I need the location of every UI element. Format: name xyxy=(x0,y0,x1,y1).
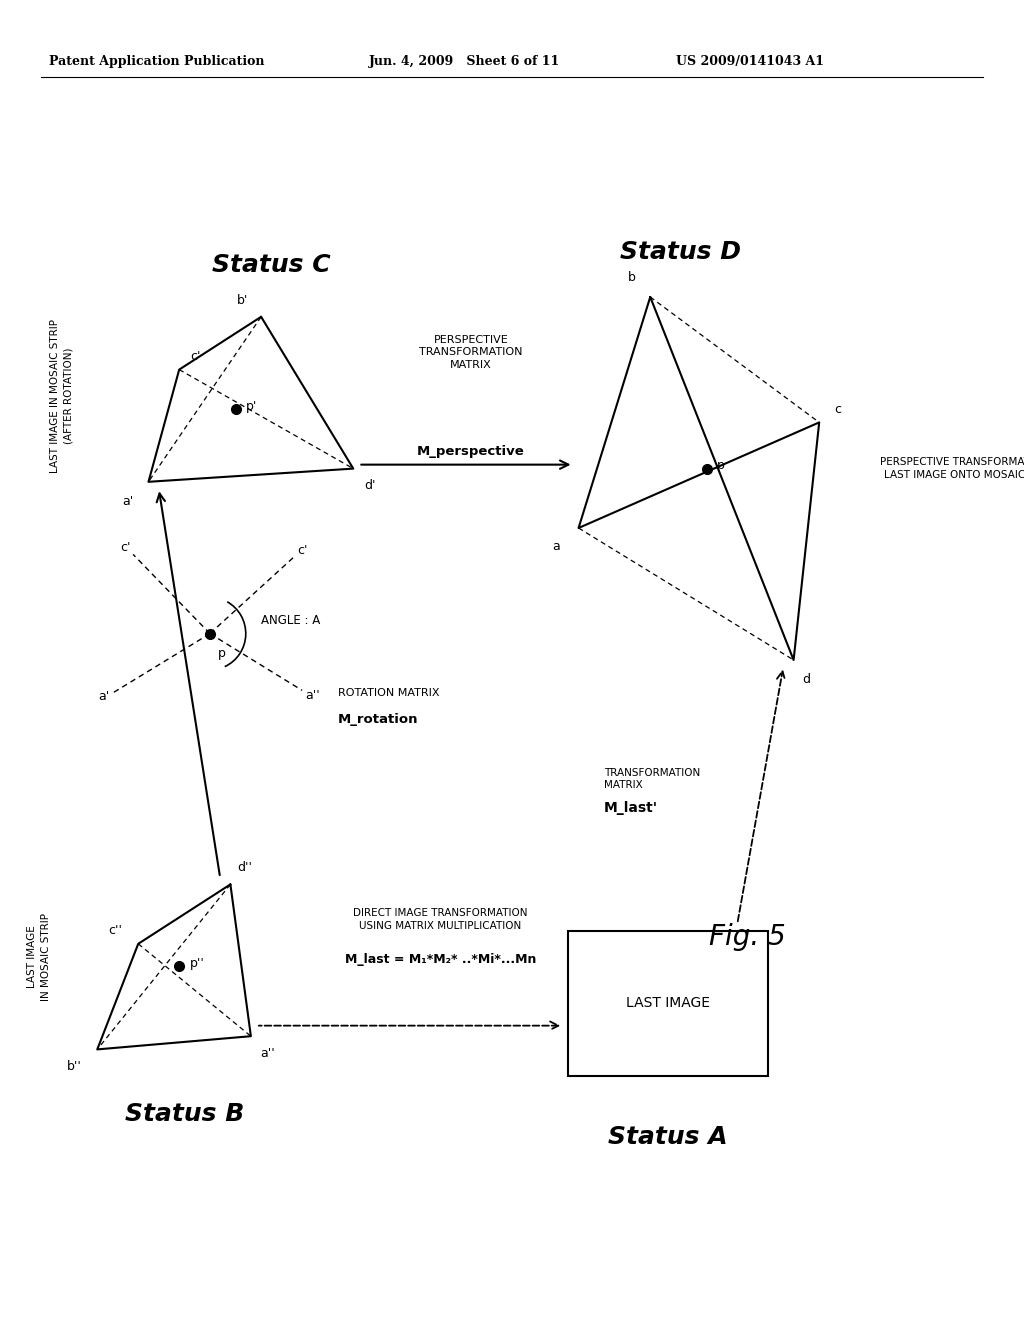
Text: TRANSFORMATION
MATRIX: TRANSFORMATION MATRIX xyxy=(604,768,700,789)
Text: Status B: Status B xyxy=(125,1102,244,1126)
Text: ROTATION MATRIX: ROTATION MATRIX xyxy=(338,688,439,698)
Text: Jun. 4, 2009   Sheet 6 of 11: Jun. 4, 2009 Sheet 6 of 11 xyxy=(369,55,560,69)
Text: p: p xyxy=(218,647,226,660)
Text: p'': p'' xyxy=(189,957,205,970)
Text: M_last': M_last' xyxy=(604,801,658,814)
Text: c: c xyxy=(835,403,841,416)
Text: LAST IMAGE: LAST IMAGE xyxy=(626,997,711,1010)
Text: b': b' xyxy=(237,294,249,308)
Text: c'': c'' xyxy=(109,924,123,937)
Bar xyxy=(568,931,768,1076)
Text: a'': a'' xyxy=(260,1047,274,1060)
Text: Fig. 5: Fig. 5 xyxy=(710,923,785,952)
Text: PERSPECTIVE
TRANSFORMATION
MATRIX: PERSPECTIVE TRANSFORMATION MATRIX xyxy=(419,335,523,370)
Text: d: d xyxy=(802,673,810,686)
Text: c': c' xyxy=(297,544,307,557)
Text: M_rotation: M_rotation xyxy=(338,713,419,726)
Text: a'': a'' xyxy=(305,689,319,702)
Text: d'': d'' xyxy=(238,861,252,874)
Text: LAST IMAGE
IN MOSAIC STRIP: LAST IMAGE IN MOSAIC STRIP xyxy=(28,913,50,1001)
Text: p': p' xyxy=(246,400,257,413)
Text: a: a xyxy=(552,540,560,553)
Text: a': a' xyxy=(123,495,133,508)
Text: US 2009/0141043 A1: US 2009/0141043 A1 xyxy=(676,55,824,69)
Text: PERSPECTIVE TRANSFORMATION OF
LAST IMAGE ONTO MOSAIC PLANE: PERSPECTIVE TRANSFORMATION OF LAST IMAGE… xyxy=(880,457,1024,480)
Text: M_last = M₁*M₂* ..*Mi*...Mn: M_last = M₁*M₂* ..*Mi*...Mn xyxy=(345,953,536,966)
Text: c': c' xyxy=(121,541,131,554)
Text: Patent Application Publication: Patent Application Publication xyxy=(49,55,264,69)
Text: d': d' xyxy=(364,479,376,492)
Text: p: p xyxy=(717,459,725,473)
Text: b'': b'' xyxy=(68,1060,82,1073)
Text: b: b xyxy=(628,271,636,284)
Text: ANGLE : A: ANGLE : A xyxy=(261,614,321,627)
Text: Status A: Status A xyxy=(608,1125,727,1148)
Text: Status C: Status C xyxy=(212,253,331,277)
Text: Status D: Status D xyxy=(621,240,741,264)
Text: c': c' xyxy=(190,350,201,363)
Text: LAST IMAGE IN MOSAIC STRIP
(AFTER ROTATION): LAST IMAGE IN MOSAIC STRIP (AFTER ROTATI… xyxy=(50,319,73,473)
Text: a': a' xyxy=(98,690,109,704)
Text: M_perspective: M_perspective xyxy=(417,445,525,458)
Text: DIRECT IMAGE TRANSFORMATION
USING MATRIX MULTIPLICATION: DIRECT IMAGE TRANSFORMATION USING MATRIX… xyxy=(353,908,527,931)
